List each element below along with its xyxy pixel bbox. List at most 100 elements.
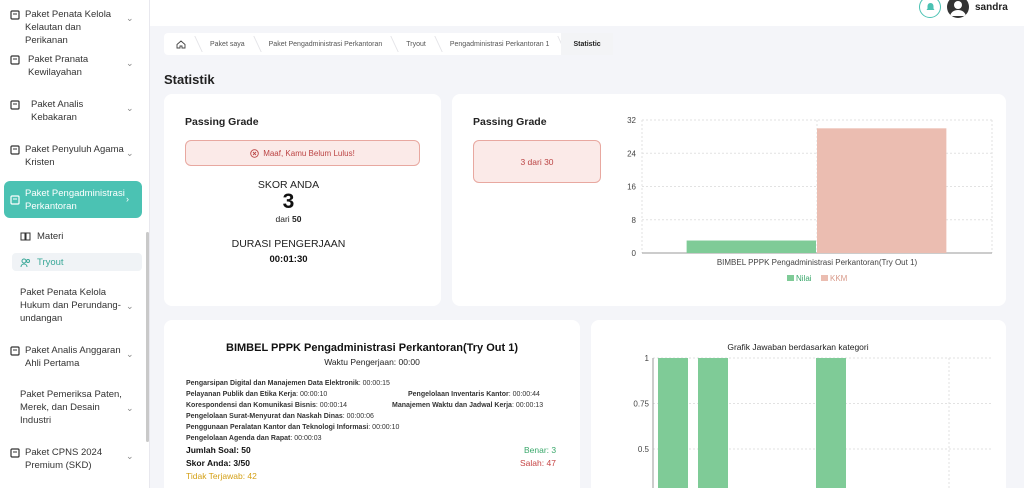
sidebar-item-pranata[interactable]: Paket Pranata Kewilayahan ⌄ [4,53,142,79]
chart-title: Grafik Jawaban berdasarkan kategori [727,342,868,352]
detail-title: BIMBEL PPPK Pengadministrasi Perkantoran… [226,342,518,354]
grade-box: 3 dari 30 [473,140,601,183]
breadcrumb-tryout[interactable]: Tryout [394,33,438,55]
user-icon [950,1,966,16]
chevron-down-icon: ⌄ [126,103,134,113]
book-icon [10,145,20,155]
avatar[interactable] [947,0,969,18]
y-tick-label: 16 [627,183,636,192]
legend-entry: Nilai [796,274,812,283]
y-tick-label: 32 [627,116,636,125]
close-circle-icon [250,148,259,158]
book-icon [10,100,20,110]
bar-nilai [686,240,816,253]
tidak-terjawab: Tidak Terjawab: 42 [186,471,257,481]
category-name: Korespondensi dan Komunikasi Bisnis [186,402,316,409]
sidebar-subitem-tryout[interactable]: Tryout [12,253,142,271]
sidebar-item-label: Paket Pranata Kewilayahan [28,54,89,78]
salah-count: Salah: 47 [520,458,556,468]
chevron-down-icon: ⌄ [126,349,134,359]
category-bar [658,358,688,488]
sidebar-item-pengadministrasi[interactable]: Paket Pengadministrasi Perkantoran › [4,181,142,218]
duration-label: DURASI PENGERJAAN [231,238,346,250]
category-chart-card: Grafik Jawaban berdasarkan kategori 0.5 0.… [591,320,1006,488]
breadcrumb-home[interactable] [164,33,198,55]
topbar [150,0,1024,26]
passing-grade-title-2: Passing Grade [473,116,547,128]
score-max: dari 50 [164,214,413,224]
book-icon [10,194,20,205]
category-name: Manajemen Waktu dan Jadwal Kerja [392,402,512,409]
sidebar-item-label: Paket Penyuluh Agama Kristen [25,144,124,168]
chevron-down-icon: ⌄ [126,58,134,68]
x-tick-label: BIMBEL PPPK Pengadministrasi Perkantoran… [717,258,918,267]
duration-value: 00:01:30 [269,254,308,265]
book-icon [10,448,20,458]
breadcrumb-tryout-name[interactable]: Pengadministrasi Perkantoran 1 [438,33,562,55]
category-time: Pelayanan Publik dan Etika Kerja: 00:00:… [186,391,327,398]
y-tick-label: 0.75 [633,400,649,409]
category-name: Pengelolaan Surat-Menyurat dan Naskah Di… [186,413,343,420]
category-time: Penggunaan Peralatan Kantor dan Teknolog… [186,424,399,431]
chevron-down-icon: ⌄ [126,301,134,311]
detail-waktu: Waktu Pengerjaan: 00:00 [324,357,420,367]
username[interactable]: sandra [975,2,1008,13]
users-icon [20,258,30,267]
y-tick-label: 0 [632,249,637,258]
category-name: Pengelolaan Inventaris Kantor [408,391,509,398]
category-name: Pengelolaan Agenda dan Rapat [186,435,291,442]
sidebar-item-kelautan[interactable]: Paket Penata Kelola Kelautan dan Perikan… [4,8,142,47]
category-time: Pengelolaan Agenda dan Rapat: 00:00:03 [186,435,322,442]
chevron-down-icon: ⌄ [126,13,134,23]
y-tick-label: 8 [632,216,637,225]
book-icon [10,55,20,65]
fail-message: Maaf, Kamu Belum Lulus! [263,148,355,158]
home-icon [176,39,186,48]
category-duration: : 00:00:06 [342,413,374,420]
passing-grade-title: Passing Grade [185,116,259,128]
sidebar-item-label: Paket Pemeriksa Paten, Merek, dan Desain… [20,389,122,426]
sidebar-subitem-materi[interactable]: Materi [12,227,142,245]
sidebar-item-cpns[interactable]: Paket CPNS 2024 Premium (SKD) ⌄ [4,446,142,472]
chevron-down-icon: ⌄ [126,403,134,413]
sidebar-item-kebakaran[interactable]: Paket Analis Kebakaran ⌄ [4,98,142,124]
nilai-kkm-bar-chart: 0 8 16 24 32 BIMBEL PPPK Pengadministrasi Per… [627,116,993,283]
breadcrumb-paket[interactable]: Paket Pengadministrasi Perkantoran [257,33,395,55]
sidebar-scrollbar[interactable] [146,232,149,442]
bell-icon [926,2,934,10]
legend-swatch [787,275,794,281]
category-time: Manajemen Waktu dan Jadwal Kerja: 00:00:… [392,402,543,409]
benar-count: Benar: 3 [524,445,557,455]
category-bar [816,358,846,488]
breadcrumb-paket-saya[interactable]: Paket saya [198,33,257,55]
category-duration: : 00:00:10 [296,391,328,398]
category-bar-chart: Grafik Jawaban berdasarkan kategori 0.5 0.… [633,342,991,488]
score-value: 3 [282,190,295,213]
chevron-down-icon: ⌄ [126,148,134,158]
fail-alert: Maaf, Kamu Belum Lulus! [185,140,420,166]
score-label: SKOR ANDA [257,179,320,191]
y-tick-label: 0.5 [638,445,650,454]
sidebar-item-label: Paket Analis Anggaran Ahli Pertama [25,345,121,369]
category-bar [698,358,728,488]
sidebar-subitem-label: Materi [37,230,64,242]
category-duration: : 00:00:14 [315,402,348,409]
sidebar-item-label: Paket Analis Kebakaran [31,99,84,123]
legend-swatch [821,275,828,281]
sidebar-item-anggaran[interactable]: Paket Analis Anggaran Ahli Pertama ⌄ [4,344,142,370]
bar-kkm [817,128,947,253]
jumlah-soal: Jumlah Soal: 50 [186,445,251,455]
category-time: Pengelolaan Surat-Menyurat dan Naskah Di… [186,413,374,420]
sidebar-item-label: Paket Penata Kelola Hukum dan Perundang-… [20,287,121,324]
y-tick-label: 1 [645,354,650,363]
breadcrumb: Paket saya Paket Pengadministrasi Perkan… [164,33,613,55]
notification-icon[interactable] [919,0,941,18]
category-time: Korespondensi dan Komunikasi Bisnis: 00:… [186,402,347,409]
sidebar-item-kristen[interactable]: Paket Penyuluh Agama Kristen ⌄ [4,143,142,169]
sidebar: Paket Penata Kelola Kelautan dan Perikan… [0,0,150,488]
sidebar-item-hukum[interactable]: Paket Penata Kelola Hukum dan Perundang-… [4,286,142,325]
category-duration: : 00:00:10 [368,424,400,431]
sidebar-item-paten[interactable]: Paket Pemeriksa Paten, Merek, dan Desain… [4,388,142,427]
skor-anda: Skor Anda: 3/50 [186,458,250,468]
sidebar-subitem-label: Tryout [37,256,64,268]
